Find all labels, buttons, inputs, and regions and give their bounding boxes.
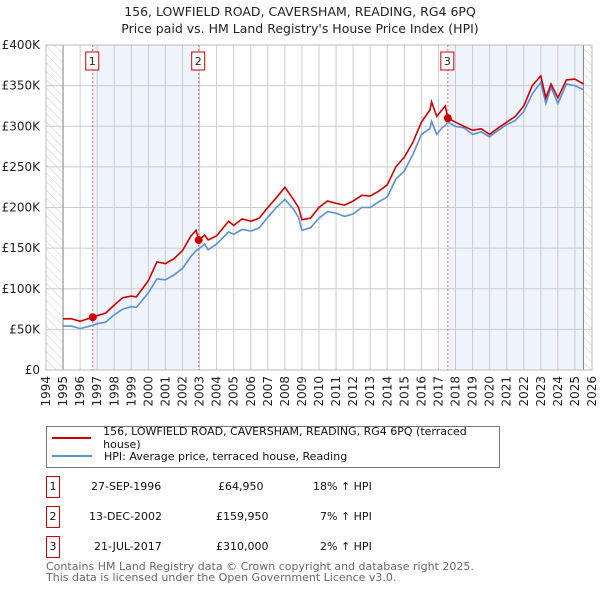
y-tick-label: £300K [2,119,42,133]
legend-item-hpi: HPI: Average price, terraced house, Read… [47,447,347,465]
x-tick-label: 2015 [397,376,411,407]
transaction-date: 27-SEP-1996 [91,480,162,493]
legend-label: HPI: Average price, terraced house, Read… [104,449,348,463]
chart-subtitle: Price paid vs. HM Land Registry's House … [121,21,479,36]
transaction-price: £64,950 [218,480,264,493]
x-tick-label: 2014 [380,376,394,407]
sale-label: 2 [195,55,202,68]
footer-copyright: Contains HM Land Registry data © Crown c… [46,560,474,573]
y-tick-label: £50K [9,322,41,336]
x-tick-label: 2026 [585,376,599,407]
sale-point [88,313,97,322]
x-tick-label: 2010 [312,376,326,407]
x-tick-label: 1998 [107,376,121,407]
y-tick-label: £400K [2,38,42,52]
x-tick-label: 1994 [39,376,53,407]
legend-item-property: 156, LOWFIELD ROAD, CAVERSHAM, READING, … [47,425,499,451]
x-tick-label: 1996 [73,376,87,407]
x-tick-label: 2002 [176,376,190,407]
x-tick-label: 2021 [500,376,514,407]
x-tick-label: 2003 [193,376,207,407]
transaction-hpi: 18% ↑ HPI [313,480,372,493]
sale-point [194,236,203,245]
x-tick-label: 2013 [363,376,377,407]
x-tick-label: 1995 [56,376,70,407]
transaction-row: 2 13-DEC-2002 £159,950 7% ↑ HPI [46,506,546,528]
transaction-date: 21-JUL-2017 [94,540,162,553]
x-tick-label: 2017 [431,376,445,407]
sale-label: 1 [89,55,96,68]
x-tick-label: 1999 [124,376,138,407]
transaction-hpi: 2% ↑ HPI [320,540,372,553]
x-tick-label: 2022 [517,376,531,407]
sale-label-box [191,51,206,71]
transaction-price: £310,000 [216,540,269,553]
property-price-line [63,74,584,323]
x-tick-label: 2012 [346,376,360,407]
y-tick-label: £250K [2,160,42,174]
transaction-row: 3 21-JUL-2017 £310,000 2% ↑ HPI [46,536,546,558]
sale-label-box [85,51,100,71]
sale-label: 3 [444,55,451,68]
y-tick-label: £150K [2,241,42,255]
x-tick-label: 1997 [90,376,104,407]
x-tick-label: 2011 [329,376,343,407]
x-tick-label: 2004 [210,376,224,407]
x-tick-label: 2005 [227,376,241,407]
y-tick-label: £100K [2,282,42,296]
x-tick-label: 2006 [244,376,258,407]
x-tick-label: 2009 [295,376,309,407]
y-tick-label: £0 [25,363,40,377]
price-chart: 1994 1995 1996 1997 1998 1999 2000 2001 2002 2003… [2,38,599,407]
x-tick-label: 2000 [141,376,155,407]
footer-licence: This data is licensed under the Open Gov… [46,571,397,584]
transaction-number: 1 [46,476,60,498]
x-tick-label: 2007 [261,376,275,407]
transaction-number: 3 [46,536,60,558]
x-tick-label: 2016 [414,376,428,407]
transaction-date: 13-DEC-2002 [89,510,163,523]
x-tick-label: 2020 [483,376,497,407]
x-tick-label: 2023 [534,376,548,407]
plot-frame [45,44,593,371]
transaction-price: £159,950 [216,510,269,523]
y-tick-label: £200K [2,201,42,215]
x-tick-label: 2001 [158,376,172,407]
x-tick-label: 2008 [278,376,292,407]
legend: 156, LOWFIELD ROAD, CAVERSHAM, READING, … [46,425,500,468]
legend-label: 156, LOWFIELD ROAD, CAVERSHAM, READING, … [103,425,467,451]
x-tick-label: 2025 [568,376,582,407]
sale-label-box [440,51,455,71]
y-tick-label: £350K [2,79,42,93]
hpi-line [63,80,584,330]
legend-swatch-red [52,437,92,439]
transaction-number: 2 [46,506,60,528]
x-tick-label: 2018 [449,376,463,407]
x-tick-label: 2019 [466,376,480,407]
x-tick-label: 2024 [551,376,565,407]
transaction-hpi: 7% ↑ HPI [320,510,372,523]
transaction-row: 1 27-SEP-1996 £64,950 18% ↑ HPI [46,476,546,498]
sale-point [443,114,452,123]
legend-swatch-blue [52,455,92,457]
chart-title: 156, LOWFIELD ROAD, CAVERSHAM, READING, … [124,4,476,19]
